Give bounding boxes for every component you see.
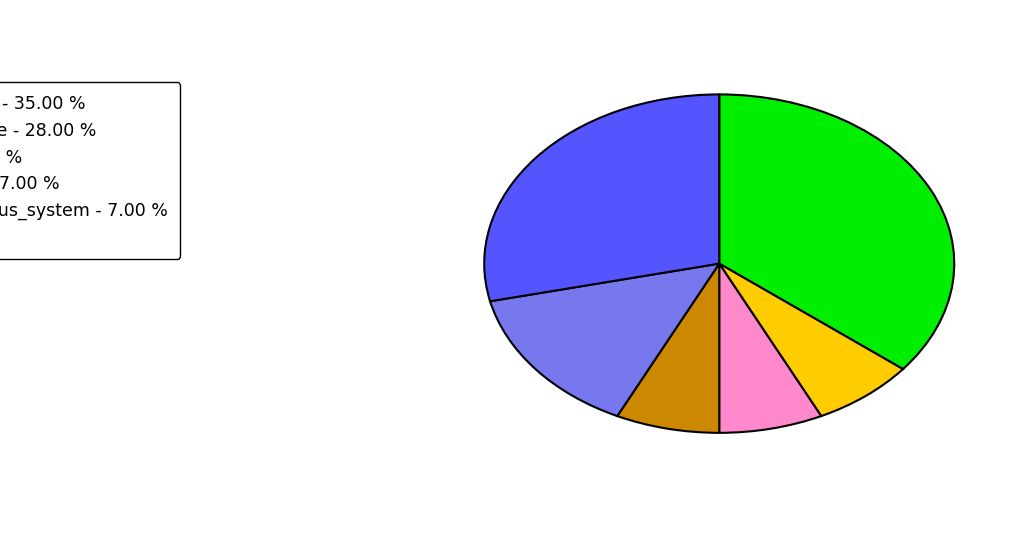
Wedge shape: [490, 264, 719, 416]
Legend: endometrium - 35.00 %, large_intestine - 28.00 %, breast - 14.00 %, biliary_trac: endometrium - 35.00 %, large_intestine -…: [0, 82, 180, 259]
Wedge shape: [719, 94, 954, 369]
Wedge shape: [617, 264, 719, 433]
Wedge shape: [719, 264, 903, 416]
Wedge shape: [484, 94, 719, 301]
Wedge shape: [719, 264, 822, 433]
